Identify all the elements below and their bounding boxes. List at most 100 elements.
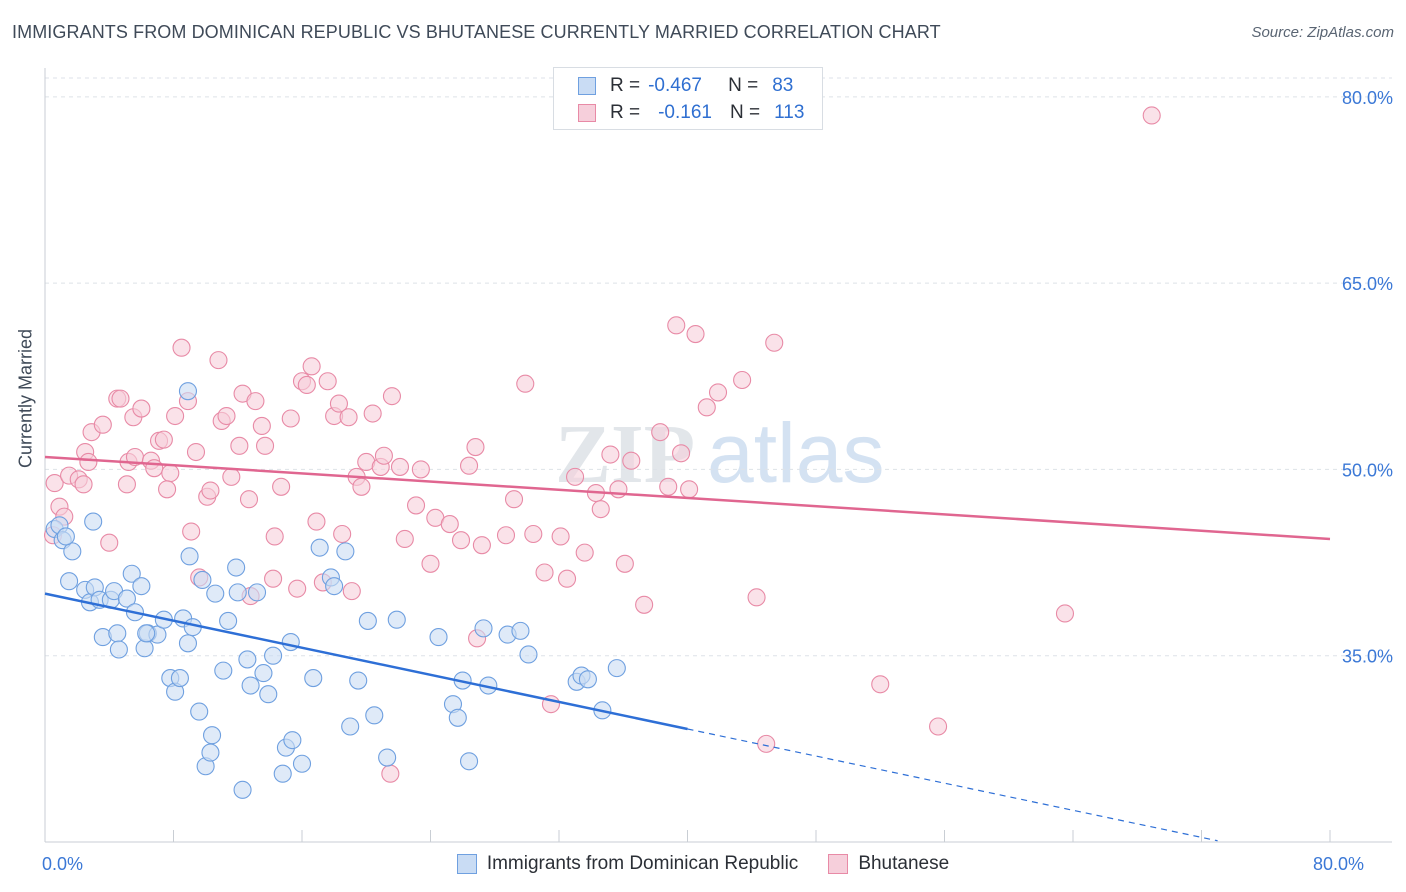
- bhutanese-point: [747, 588, 766, 607]
- bhutanese-point: [524, 524, 543, 544]
- x-tick-label: 80.0%: [1313, 854, 1364, 874]
- bhutanese-point: [496, 526, 516, 545]
- bhutanese-point: [591, 500, 610, 519]
- bhutanese-point: [161, 464, 180, 483]
- bhutanese-point: [381, 764, 400, 783]
- dominican-point: [519, 645, 538, 664]
- bhutanese-point: [575, 543, 594, 562]
- bhutanese-point: [535, 563, 554, 582]
- dominican-point: [219, 611, 238, 630]
- bhutanese-point: [339, 408, 358, 427]
- dominican-point: [214, 661, 233, 680]
- bhutanese-point: [74, 475, 93, 494]
- bhutanese-point: [302, 357, 321, 376]
- bhutanese-point: [333, 524, 352, 544]
- dominican-point: [283, 731, 302, 750]
- bhutanese-point: [757, 734, 776, 753]
- bhutanese-point: [166, 406, 185, 426]
- series-legend: Immigrants from Dominican Republic Bhuta…: [0, 852, 1406, 876]
- dominican-point: [135, 639, 154, 658]
- bhutanese-point: [182, 522, 201, 541]
- y-tick-label: 50.0%: [1342, 460, 1393, 480]
- legend-swatch-bhutanese: [578, 104, 596, 122]
- dominican-point: [109, 640, 128, 659]
- dominican-point: [180, 547, 199, 566]
- bhutanese-point: [601, 445, 620, 464]
- bhutanese-point: [765, 333, 784, 352]
- bhutanese-point: [651, 423, 670, 442]
- dominican-point: [341, 717, 360, 736]
- bhutanese-point: [117, 475, 136, 494]
- bhutanese-point: [158, 480, 177, 499]
- dominican-point: [56, 527, 75, 546]
- dominican-point: [206, 584, 225, 603]
- legend-row-dominican: R = -0.467 N = 83: [578, 74, 793, 98]
- bhutanese-point: [680, 480, 699, 499]
- dominican-point: [281, 632, 300, 652]
- bhutanese-point: [264, 569, 283, 588]
- bhutanese-point: [411, 460, 430, 479]
- bhutanese-point: [154, 430, 173, 449]
- bhutanese-point: [252, 416, 271, 436]
- bhutanese-point: [374, 446, 393, 465]
- watermark-atlas: atlas: [707, 406, 885, 500]
- y-tick-label: 65.0%: [1342, 274, 1393, 294]
- dominican-point: [292, 754, 312, 773]
- dominican-point: [607, 659, 626, 678]
- dominican-point: [429, 628, 448, 647]
- y-axis-label: Currently Married: [15, 328, 36, 468]
- dominican-point: [349, 671, 368, 690]
- dominican-point: [247, 583, 267, 602]
- x-tick-label: 0.0%: [42, 854, 83, 874]
- dominican-point: [227, 558, 246, 577]
- dominican-point: [238, 650, 257, 669]
- bhutanese-point: [297, 375, 316, 395]
- series-name-dominican: Immigrants from Dominican Republic: [486, 853, 799, 874]
- bhutanese-point: [217, 406, 236, 426]
- bhutanese-point: [209, 351, 228, 370]
- dominican-point: [578, 670, 597, 689]
- dominican-point: [117, 589, 136, 608]
- bhutanese-point: [186, 442, 206, 462]
- dominican-point: [203, 726, 222, 745]
- bhutanese-point: [230, 436, 249, 455]
- bhutanese-point: [172, 338, 191, 357]
- bhutanese-point: [672, 444, 691, 463]
- bhutanese-point: [697, 398, 716, 417]
- bhutanese-trendline: [44, 455, 1331, 541]
- series-legend-bhutanese: Bhutanese: [828, 853, 949, 875]
- bhutanese-point: [459, 456, 479, 475]
- dominican-point: [193, 570, 212, 590]
- bhutanese-point: [256, 436, 275, 455]
- bhutanese-point: [871, 675, 890, 694]
- dominican-point: [259, 685, 278, 704]
- dominican-trendline: [44, 592, 688, 731]
- legend-n-value-dominican: 83: [772, 75, 794, 96]
- series-name-bhutanese: Bhutanese: [858, 853, 950, 874]
- series-swatch-bhutanese: [828, 854, 849, 874]
- bhutanese-point: [466, 438, 485, 457]
- dominican-point: [201, 743, 220, 762]
- bhutanese-point: [382, 387, 402, 406]
- bhutanese-point: [708, 383, 728, 402]
- bhutanese-point: [659, 477, 678, 496]
- bhutanese-point: [557, 569, 577, 588]
- dominican-point: [63, 542, 82, 561]
- bhutanese-point: [239, 490, 259, 509]
- legend-n-value-bhutanese: 113: [774, 102, 805, 123]
- bhutanese-point: [307, 512, 326, 531]
- bhutanese-point: [265, 527, 284, 546]
- dominican-point: [132, 577, 151, 596]
- dominican-point: [273, 764, 292, 783]
- y-tick-label: 35.0%: [1342, 647, 1393, 667]
- legend-r-value-dominican: -0.467: [648, 75, 702, 96]
- dominican-point: [122, 564, 141, 583]
- dominican-point: [190, 702, 209, 721]
- bhutanese-point: [504, 490, 524, 509]
- bhutanese-point: [615, 554, 634, 573]
- bhutanese-point: [440, 515, 459, 534]
- correlation-legend: R = -0.467 N = 83 R = -0.161 N = 113: [553, 67, 823, 130]
- dominican-point: [178, 634, 198, 653]
- dominican-point: [365, 706, 384, 725]
- dominican-point: [304, 669, 323, 688]
